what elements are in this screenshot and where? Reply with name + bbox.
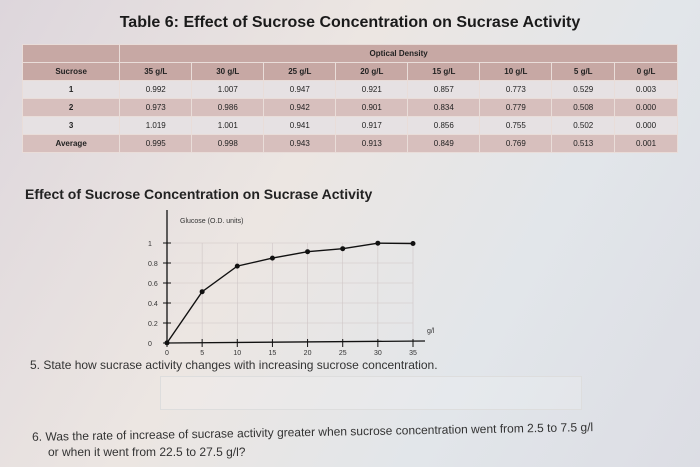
line-chart: 0 5 10 15 20 25 30 35 0 0.2 0.4 0.6 0.8 1 Glucose (O.D… xyxy=(148,210,435,357)
table-cell: 0.947 xyxy=(263,80,337,99)
y-tick-label: 0.2 xyxy=(148,321,158,328)
table-cell: 0.901 xyxy=(335,98,409,117)
table-cell: 0.857 xyxy=(407,80,481,99)
table-cell: 0.769 xyxy=(479,134,553,153)
y-tick-label: 0.6 xyxy=(148,281,158,288)
blank-cell xyxy=(21,44,121,63)
table-cell: 0.913 xyxy=(335,134,409,153)
x-tick-label: 0 xyxy=(165,350,169,357)
table-cell: 1.007 xyxy=(191,80,265,99)
table-cell: 0.856 xyxy=(407,116,481,135)
x-tick-label: 5 xyxy=(200,350,204,357)
y-tick-label: 1 xyxy=(148,241,152,248)
chart-title: Effect of Sucrose Concentration on Sucra… xyxy=(25,186,373,202)
table-cell: 0.001 xyxy=(614,134,678,153)
table-cell: 0.917 xyxy=(335,116,409,135)
table-cell: 0.003 xyxy=(614,80,678,99)
table-cell: 0.921 xyxy=(335,80,409,99)
data-table: Optical Density Sucrose 35 g/L 30 g/L 25 g/… xyxy=(21,44,678,153)
table-row: 1 0.992 1.007 0.947 0.921 0.857 0.773 0.529 0.00… xyxy=(21,80,678,99)
question-6: 6. Was the rate of increase of sucrase a… xyxy=(31,420,594,444)
table-cell: 0.773 xyxy=(479,80,553,99)
x-tick-label: 20 xyxy=(304,350,312,357)
table-cell: 0.502 xyxy=(551,116,616,135)
table-cell: 0.529 xyxy=(551,80,616,99)
table-cell: 0.986 xyxy=(191,98,265,117)
row-label: 1 xyxy=(21,80,121,99)
table-cell: 0.834 xyxy=(407,98,481,117)
table-cell: 0.942 xyxy=(263,98,337,117)
column-header: 20 g/L xyxy=(335,62,409,81)
x-axis xyxy=(166,340,426,344)
column-header: 25 g/L xyxy=(263,62,337,81)
table-cell: 0.992 xyxy=(119,80,193,99)
table-cell: 1.019 xyxy=(119,116,193,135)
data-point xyxy=(164,340,170,346)
table-row: Average 0.995 0.998 0.943 0.913 0.849 0.769 0.5… xyxy=(21,134,678,153)
column-header: 30 g/L xyxy=(191,62,265,81)
table-cell: 0.943 xyxy=(263,134,337,153)
table-row: 2 0.973 0.986 0.942 0.901 0.834 0.779 0.508 0.00… xyxy=(21,98,678,117)
x-tick-label: 35 xyxy=(409,350,417,357)
table-cell: 0.755 xyxy=(479,116,553,135)
row-label: Average xyxy=(21,134,121,153)
column-header: 10 g/L xyxy=(479,62,553,81)
x-tick-label: 10 xyxy=(233,350,241,357)
table-cell: 0.998 xyxy=(191,134,265,153)
question-5: 5. State how sucrase activity changes wi… xyxy=(30,358,438,372)
x-tick-label: 30 xyxy=(374,350,382,357)
data-point xyxy=(234,263,240,269)
answer-box[interactable] xyxy=(160,376,582,410)
table-cell: 0.508 xyxy=(551,98,616,117)
y-tick-label: 0.8 xyxy=(148,261,158,268)
table-cell: 0.995 xyxy=(119,134,193,153)
data-point xyxy=(340,246,346,252)
y-tick-label: 0.4 xyxy=(148,301,158,308)
question-6-cont: or when it went from 22.5 to 27.5 g/l? xyxy=(48,445,246,459)
column-header: 0 g/L xyxy=(614,62,678,81)
table-title: Table 6: Effect of Sucrose Concentration… xyxy=(119,14,581,31)
column-header: Sucrose xyxy=(21,62,121,81)
x-tick-label: 15 xyxy=(269,350,277,357)
table-cell: 0.973 xyxy=(119,98,193,117)
table-cell: 0.941 xyxy=(263,116,337,135)
table-cell: 1.001 xyxy=(191,116,265,135)
x-axis-label: g/l xyxy=(427,328,435,335)
table-cell: 0.779 xyxy=(479,98,553,117)
table-cell: 0.000 xyxy=(614,116,678,135)
column-header: 15 g/L xyxy=(407,62,481,81)
data-point xyxy=(410,241,416,246)
data-point xyxy=(199,289,205,295)
group-header: Optical Density xyxy=(119,44,678,63)
table-row: 3 1.019 1.001 0.941 0.917 0.856 0.755 0.502 0.00… xyxy=(21,116,678,135)
column-header: 5 g/L xyxy=(551,62,616,81)
row-label: 2 xyxy=(21,98,121,117)
y-axis-label: Glucose (O.D. units) xyxy=(180,218,243,225)
data-point xyxy=(375,240,381,246)
data-point xyxy=(305,249,311,255)
row-label: 3 xyxy=(21,116,121,135)
x-tick-label: 25 xyxy=(339,350,347,357)
table-cell: 0.000 xyxy=(614,98,678,117)
column-header: 35 g/L xyxy=(119,62,193,81)
table-cell: 0.513 xyxy=(551,134,616,153)
data-point xyxy=(269,255,275,261)
y-tick-label: 0 xyxy=(148,341,152,348)
table-cell: 0.849 xyxy=(407,134,481,153)
data-line xyxy=(166,242,414,344)
